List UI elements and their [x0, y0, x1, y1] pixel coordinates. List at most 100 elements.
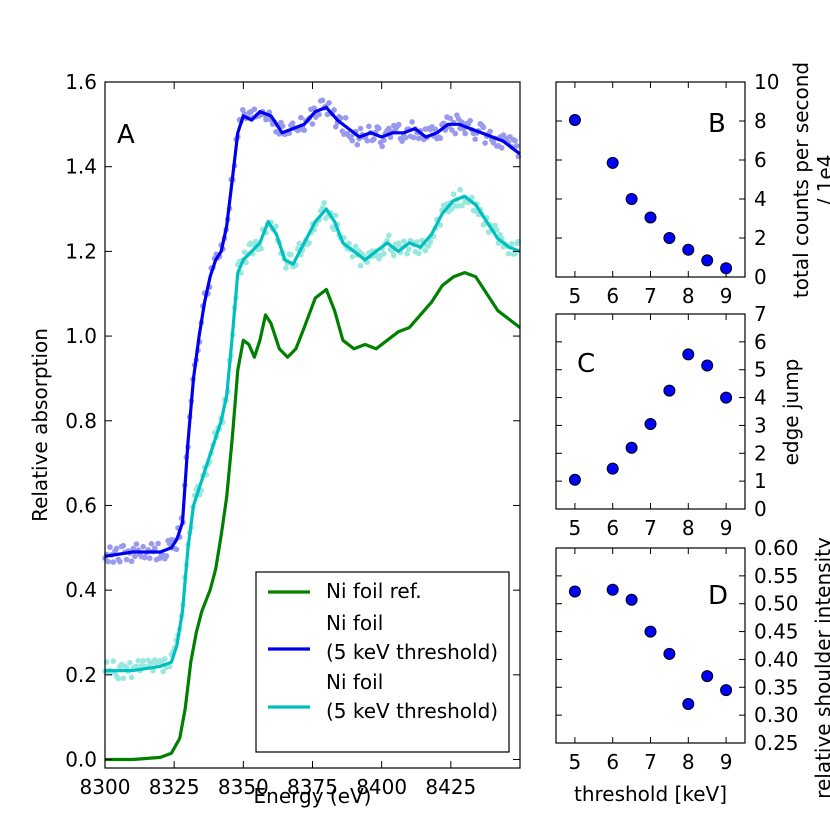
noisy-data-point — [427, 238, 434, 245]
y-tick-label: 2 — [754, 441, 767, 465]
noisy-data-point — [472, 136, 479, 142]
y-tick-label: 1.6 — [65, 70, 97, 94]
x-tick-label: 8 — [682, 516, 695, 540]
noisy-data-point — [162, 656, 168, 662]
noisy-data-point — [467, 117, 474, 124]
data-point — [606, 583, 619, 596]
noisy-data-point — [309, 121, 316, 127]
noisy-data-point — [352, 243, 359, 250]
noisy-data-point — [437, 135, 444, 141]
y-axis-label: relative shoulder intensity — [811, 537, 830, 799]
noisy-data-point — [513, 143, 520, 149]
noisy-data-point — [404, 250, 410, 257]
noisy-data-point — [480, 124, 487, 131]
y-tick-label: 1.4 — [65, 155, 97, 179]
panel-label: C — [577, 349, 595, 379]
data-point — [606, 462, 619, 475]
noisy-data-point — [288, 251, 294, 258]
y-tick-label: 0.2 — [65, 663, 97, 687]
x-tick-label: 6 — [606, 516, 619, 540]
noisy-data-point — [306, 240, 313, 246]
noisy-data-point — [123, 556, 130, 563]
noisy-data-point — [163, 553, 170, 559]
noisy-data-point — [319, 205, 326, 211]
noisy-data-point — [386, 125, 392, 132]
data-point — [625, 593, 638, 606]
x-tick-label: 8325 — [149, 775, 200, 799]
noisy-data-point — [331, 107, 337, 113]
panel-label: B — [708, 109, 726, 139]
noisy-data-point — [387, 134, 394, 141]
y-tick-label: 0.4 — [65, 578, 97, 602]
y-tick-label: 4 — [754, 187, 767, 211]
noisy-data-point — [409, 119, 415, 125]
x-tick-label: 8350 — [218, 775, 269, 799]
noisy-data-point — [110, 658, 117, 664]
noisy-data-point — [447, 115, 454, 122]
legend-box — [255, 571, 510, 753]
noisy-data-point — [512, 250, 518, 257]
noisy-data-point — [133, 541, 140, 547]
noisy-data-point — [142, 554, 148, 561]
noisy-data-point — [391, 252, 397, 259]
noisy-data-point — [166, 663, 173, 670]
legend: Ni foil ref. Ni foil (5 keV threshold) Ni f… — [255, 571, 510, 753]
noisy-data-point — [381, 137, 387, 143]
y-tick-label: 6 — [754, 330, 767, 354]
noisy-data-point — [133, 663, 140, 670]
noisy-data-point — [152, 545, 158, 552]
noisy-data-point — [462, 130, 469, 137]
noisy-data-point — [316, 111, 322, 118]
panel-d-shoulder-intensity: 5 6 7 8 9 0.25 0.30 0.35 0.40 0.45 0.50 0.55 0.60 Dre… — [555, 536, 830, 806]
noisy-data-point — [349, 253, 356, 260]
noisy-data-point — [401, 238, 407, 244]
data-point — [568, 473, 581, 486]
noisy-data-point — [482, 140, 488, 146]
x-tick-label: 8425 — [425, 775, 476, 799]
y-tick-label: 0.25 — [754, 731, 799, 755]
data-point — [644, 625, 657, 638]
noisy-data-point — [357, 125, 364, 132]
y-axis-label: edge jump — [779, 359, 803, 466]
x-tick-label: 8 — [682, 750, 695, 774]
noisy-data-point — [492, 222, 498, 229]
data-point — [625, 441, 638, 454]
noisy-data-point — [505, 250, 512, 257]
panel-a-xas-spectra: 8300 8325 8350 8375 8400 8425 0.0 0.2 0.4 0.6 0.8 1… — [28, 70, 522, 808]
noisy-data-point — [357, 262, 364, 269]
noisy-data-point — [449, 127, 455, 133]
noisy-data-point — [110, 559, 117, 565]
noisy-data-point — [332, 124, 339, 130]
x-tick-label: 5 — [569, 750, 582, 774]
y-tick-label: 0.35 — [754, 675, 799, 699]
data-point — [682, 348, 695, 361]
noisy-data-point — [498, 145, 505, 151]
y-tick-label: 0.45 — [754, 620, 799, 644]
panel-label: A — [117, 120, 135, 150]
data-point — [701, 254, 714, 267]
noisy-data-point — [332, 212, 339, 219]
noisy-data-point — [160, 668, 166, 675]
noisy-data-point — [120, 542, 127, 549]
y-tick-label: 0 — [754, 497, 767, 521]
data-point — [682, 243, 695, 256]
x-tick-label: 7 — [644, 516, 657, 540]
noisy-data-point — [399, 138, 405, 144]
x-tick-label: 7 — [644, 750, 657, 774]
noisy-data-point — [485, 229, 492, 235]
series-line-0 — [105, 271, 521, 762]
noisy-data-point — [402, 134, 409, 141]
y-tick-label: 3 — [754, 413, 767, 437]
noisy-data-point — [289, 120, 296, 126]
x-tick-label: 8300 — [80, 775, 131, 799]
noisy-data-point — [243, 259, 249, 266]
data-point — [644, 418, 657, 430]
noisy-data-point — [452, 130, 459, 137]
y-tick-label: 4 — [754, 386, 767, 410]
y-tick-label: 6 — [754, 148, 767, 172]
noisy-data-point — [155, 540, 161, 547]
y-tick-label: 0 — [754, 265, 767, 289]
noisy-data-point — [415, 250, 422, 257]
